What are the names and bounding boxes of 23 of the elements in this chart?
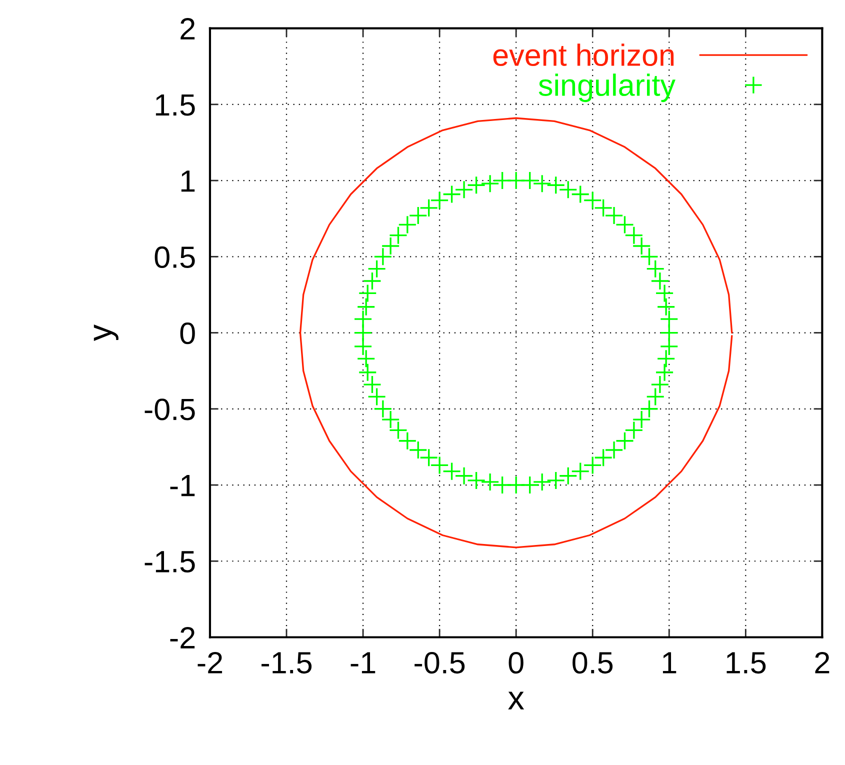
y-tick-label: 0	[180, 322, 195, 344]
y-tick-label: 2	[180, 18, 195, 40]
x-tick-label: -1.5	[262, 652, 312, 674]
legend-label: singularity	[538, 74, 676, 102]
x-tick-label: -0.5	[414, 652, 465, 674]
y-tick-label: 1	[181, 170, 195, 192]
x-tick-label: 0.5	[572, 652, 613, 674]
y-axis-title: y	[94, 324, 118, 342]
x-tick-label: -1	[350, 652, 376, 674]
x-tick-label: 0	[508, 652, 524, 674]
legend-label: event horizon	[493, 44, 674, 66]
x-tick-label: 1	[662, 652, 676, 674]
y-tick-label: -0.5	[144, 398, 195, 420]
x-axis-title: x	[508, 692, 524, 710]
line-series	[299, 117, 733, 548]
y-tick-label: -1	[170, 475, 195, 496]
x-tick-label: 1.5	[726, 652, 766, 674]
x-tick-label: -2	[198, 652, 222, 674]
y-tick-label: 1.5	[156, 94, 195, 116]
y-tick-label: 0.5	[154, 246, 195, 268]
x-tick-label: 2	[815, 652, 830, 674]
y-tick-label: -1.5	[144, 551, 195, 572]
y-tick-label: -2	[170, 626, 195, 648]
